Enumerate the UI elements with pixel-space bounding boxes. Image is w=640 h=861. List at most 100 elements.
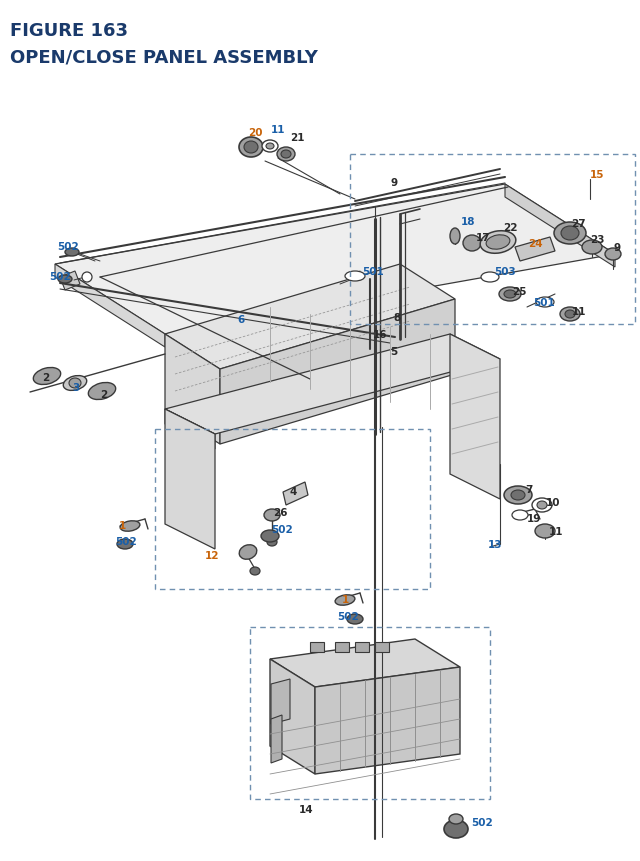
Polygon shape (55, 185, 615, 335)
Ellipse shape (33, 368, 61, 385)
Text: 11: 11 (549, 526, 563, 536)
Text: 2: 2 (42, 373, 49, 382)
Text: 5: 5 (390, 347, 397, 356)
Text: 26: 26 (273, 507, 287, 517)
Ellipse shape (535, 524, 555, 538)
Ellipse shape (63, 376, 87, 391)
Polygon shape (165, 410, 215, 549)
Ellipse shape (480, 232, 516, 254)
Ellipse shape (335, 595, 355, 605)
Polygon shape (515, 238, 555, 262)
Ellipse shape (536, 298, 554, 307)
Polygon shape (220, 300, 455, 444)
Text: 6: 6 (237, 314, 244, 325)
Ellipse shape (120, 521, 140, 531)
Text: 13: 13 (488, 539, 502, 549)
Ellipse shape (88, 383, 116, 400)
Text: FIGURE 163: FIGURE 163 (10, 22, 128, 40)
Ellipse shape (250, 567, 260, 575)
Polygon shape (271, 679, 290, 724)
Text: 502: 502 (271, 524, 292, 535)
Text: 10: 10 (546, 498, 561, 507)
Text: 27: 27 (571, 219, 586, 229)
Ellipse shape (281, 151, 291, 158)
Text: 25: 25 (512, 287, 527, 297)
Text: 502: 502 (115, 536, 137, 547)
Text: 502: 502 (57, 242, 79, 251)
Ellipse shape (264, 510, 280, 522)
Ellipse shape (261, 530, 279, 542)
Text: 503: 503 (494, 267, 516, 276)
Text: 16: 16 (373, 330, 387, 339)
Ellipse shape (582, 241, 602, 255)
Text: 11: 11 (271, 125, 285, 135)
Polygon shape (60, 272, 80, 291)
Text: 9: 9 (390, 177, 397, 188)
Polygon shape (271, 715, 282, 763)
Ellipse shape (554, 223, 586, 245)
Text: 502: 502 (337, 611, 359, 622)
Text: 24: 24 (528, 238, 543, 249)
Ellipse shape (266, 144, 274, 150)
Text: 9: 9 (614, 243, 621, 253)
Text: 502: 502 (471, 817, 493, 827)
Bar (335, 642, 349, 653)
Ellipse shape (605, 249, 621, 261)
Ellipse shape (511, 491, 525, 500)
Text: 2: 2 (100, 389, 108, 400)
Ellipse shape (504, 291, 516, 299)
Ellipse shape (504, 486, 532, 505)
Text: 22: 22 (503, 223, 518, 232)
Ellipse shape (537, 501, 547, 510)
Polygon shape (505, 185, 615, 268)
Ellipse shape (277, 148, 295, 162)
Ellipse shape (58, 276, 72, 283)
Text: 21: 21 (290, 133, 305, 143)
Text: 14: 14 (299, 804, 314, 814)
Text: 19: 19 (527, 513, 541, 523)
Ellipse shape (239, 545, 257, 560)
Polygon shape (165, 335, 220, 444)
Text: 12: 12 (205, 550, 220, 561)
Ellipse shape (82, 273, 92, 282)
Text: 17: 17 (476, 232, 491, 243)
Polygon shape (55, 264, 165, 348)
Ellipse shape (560, 307, 580, 322)
Ellipse shape (267, 538, 277, 547)
Polygon shape (165, 410, 215, 449)
Polygon shape (450, 335, 500, 499)
Text: 502: 502 (49, 272, 71, 282)
Bar (350, 155, 635, 325)
Bar (250, 628, 490, 799)
Ellipse shape (561, 226, 579, 241)
Ellipse shape (69, 379, 81, 388)
Ellipse shape (486, 236, 510, 250)
Text: 18: 18 (461, 217, 476, 226)
Text: 20: 20 (248, 127, 262, 138)
Ellipse shape (565, 311, 575, 319)
Ellipse shape (345, 272, 365, 282)
Text: 4: 4 (289, 486, 296, 497)
Ellipse shape (262, 141, 278, 152)
Text: 1: 1 (342, 594, 349, 604)
Polygon shape (165, 264, 455, 369)
Ellipse shape (65, 249, 79, 257)
Bar (155, 430, 430, 589)
Text: 3: 3 (72, 382, 79, 393)
Ellipse shape (239, 138, 263, 158)
Text: 501: 501 (533, 298, 555, 307)
Text: 7: 7 (525, 485, 532, 494)
Polygon shape (165, 335, 500, 435)
Bar (375, 642, 389, 653)
Ellipse shape (244, 142, 258, 154)
Text: 8: 8 (393, 313, 400, 323)
Text: 15: 15 (590, 170, 605, 180)
Ellipse shape (512, 511, 528, 520)
Ellipse shape (117, 539, 133, 549)
Ellipse shape (450, 229, 460, 245)
Polygon shape (315, 667, 460, 774)
Ellipse shape (463, 236, 481, 251)
Polygon shape (270, 639, 460, 687)
Text: OPEN/CLOSE PANEL ASSEMBLY: OPEN/CLOSE PANEL ASSEMBLY (10, 48, 318, 66)
Ellipse shape (449, 814, 463, 824)
